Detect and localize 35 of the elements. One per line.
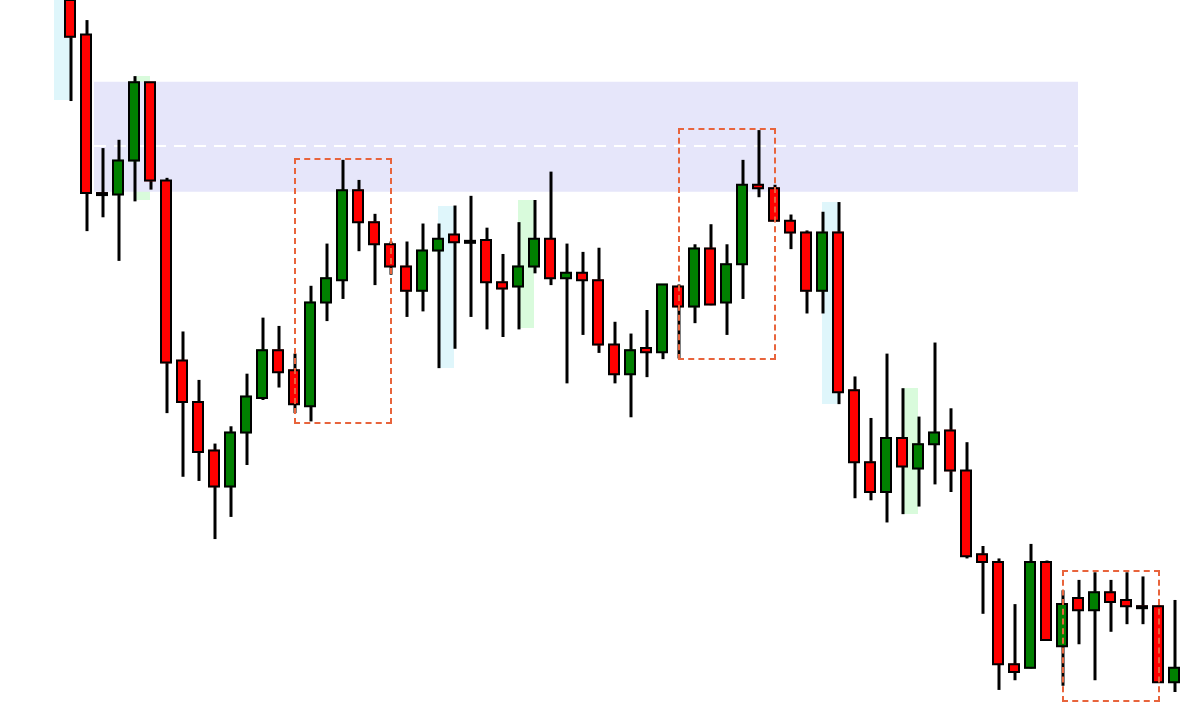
- candlestick: [608, 320, 620, 385]
- candlestick: [416, 222, 428, 313]
- candlestick: [112, 138, 124, 263]
- candlestick: [256, 316, 268, 402]
- candlestick: [512, 220, 524, 331]
- candlestick: [208, 442, 220, 541]
- candlestick: [1008, 602, 1020, 682]
- candlestick: [192, 378, 204, 483]
- candlestick: [896, 386, 908, 516]
- candlestick: [672, 282, 684, 360]
- candlestick: [224, 424, 236, 519]
- candlestick: [400, 240, 412, 319]
- candlestick: [960, 440, 972, 560]
- candlestick: [864, 416, 876, 502]
- candlestick: [816, 210, 828, 315]
- candlestick: [912, 415, 924, 509]
- candlestick: [128, 74, 140, 203]
- candlestick: [880, 352, 892, 524]
- candlestick: [384, 240, 396, 277]
- candlestick: [944, 406, 956, 494]
- candlestick: [320, 242, 332, 323]
- candlestick: [768, 183, 780, 223]
- candlestick: [976, 544, 988, 616]
- candlestick: [144, 80, 156, 192]
- candlestick: [240, 372, 252, 467]
- candlestick: [720, 242, 732, 337]
- candlestick: [592, 246, 604, 355]
- candlestick: [64, 0, 76, 103]
- candlestick: [496, 252, 508, 339]
- candlestick: [1152, 604, 1164, 685]
- candlestick: [160, 176, 172, 415]
- candlestick: [800, 228, 812, 315]
- candlestick: [704, 222, 716, 307]
- candlestick: [688, 242, 700, 325]
- candlestick: [624, 332, 636, 419]
